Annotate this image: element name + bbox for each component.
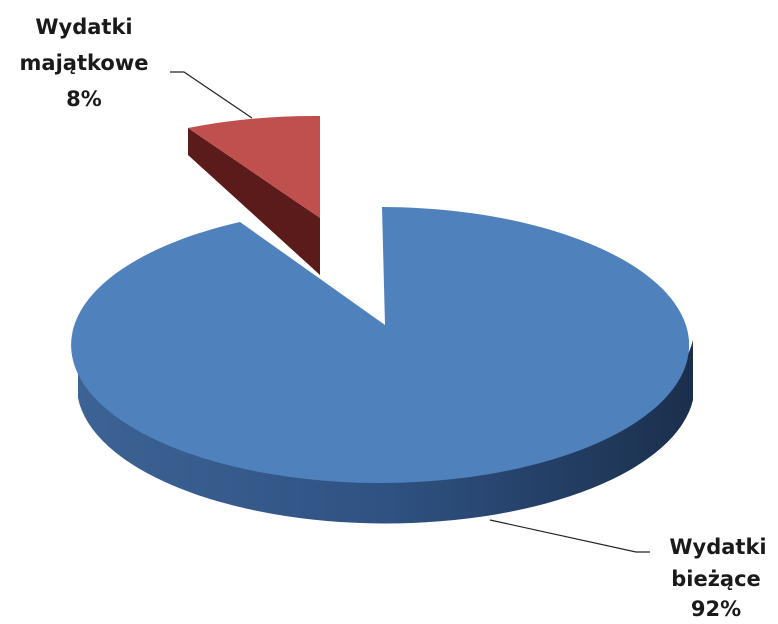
- slice-majatkowe-wall: [188, 128, 320, 275]
- slice-biezace-top: [71, 207, 690, 483]
- slice-majatkowe-top: [188, 115, 320, 218]
- slice-biezace-side: [78, 338, 693, 524]
- label-majatkowe-line2: majątkowe: [20, 51, 149, 75]
- label-biezace-pct: 92%: [691, 597, 741, 621]
- leader-line-biezace: [489, 519, 650, 553]
- label-biezace-line1: Wydatki: [669, 535, 766, 559]
- label-biezace-line2: bieżące: [671, 567, 761, 591]
- label-majatkowe-line1: Wydatki: [35, 15, 132, 39]
- leader-line-majatkowe: [170, 71, 253, 119]
- label-majatkowe-pct: 8%: [66, 87, 102, 111]
